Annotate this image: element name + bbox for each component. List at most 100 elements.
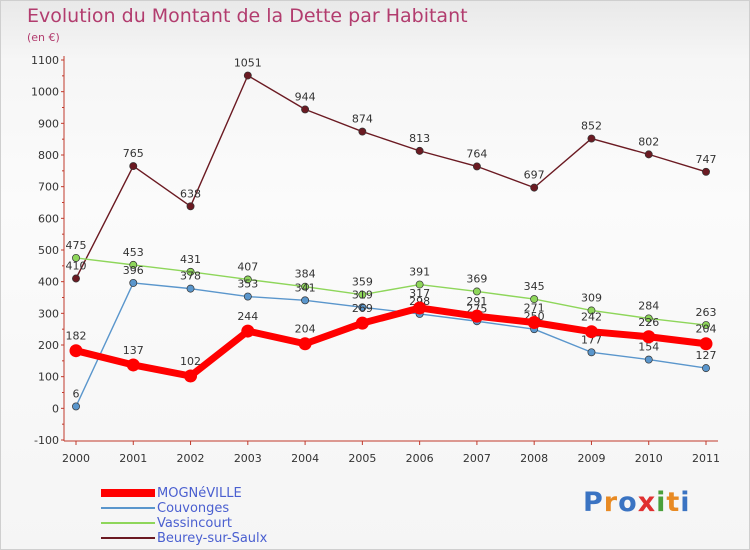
- x-tick-label: 2000: [62, 452, 90, 465]
- data-point: [241, 324, 255, 338]
- data-point: [527, 316, 541, 330]
- data-point: [129, 162, 138, 171]
- data-point: [530, 183, 539, 192]
- data-label: 852: [581, 120, 602, 133]
- data-label: 204: [295, 323, 316, 336]
- x-tick-label: 2001: [119, 452, 147, 465]
- data-label: 410: [66, 260, 87, 273]
- y-tick-label: 700: [38, 181, 59, 194]
- x-tick-label: 2005: [348, 452, 376, 465]
- data-point: [358, 290, 367, 299]
- legend-item-couvonges: Couvonges: [101, 501, 229, 515]
- data-label: 127: [696, 349, 717, 362]
- data-label: 1051: [234, 57, 262, 70]
- data-point: [642, 330, 656, 344]
- data-label: 345: [524, 280, 545, 293]
- data-label: 309: [581, 291, 602, 304]
- legend-label: Vassincourt: [157, 515, 233, 531]
- data-point: [298, 337, 312, 351]
- data-label: 137: [123, 344, 144, 357]
- y-tick-label: 1100: [31, 54, 59, 67]
- data-point: [644, 314, 653, 323]
- data-point: [186, 202, 195, 211]
- data-point: [644, 150, 653, 159]
- data-label: 359: [352, 276, 373, 289]
- legend-label: Beurey-sur-Saulx: [157, 530, 268, 546]
- series-line: [75, 74, 707, 280]
- data-label: 747: [696, 153, 717, 166]
- legend-swatch: [101, 522, 155, 524]
- data-point: [355, 316, 369, 330]
- x-tick-label: 2004: [291, 452, 319, 465]
- data-point: [243, 292, 252, 301]
- x-tick-label: 2008: [520, 452, 548, 465]
- legend-item-mogneville: MOGNéVILLE: [101, 486, 242, 500]
- y-tick-label: 0: [52, 402, 59, 415]
- data-label: 765: [123, 147, 144, 160]
- data-point: [702, 364, 710, 373]
- legend-swatch: [101, 489, 155, 497]
- data-point: [470, 309, 484, 323]
- y-tick-label: 200: [38, 339, 59, 352]
- data-point: [415, 280, 424, 289]
- data-label: 638: [180, 187, 201, 200]
- unit-label: (en €): [27, 31, 60, 44]
- data-point: [358, 127, 367, 136]
- data-label: 204: [696, 323, 717, 336]
- x-tick-label: 2003: [234, 452, 262, 465]
- data-label: 874: [352, 113, 373, 126]
- data-label: 764: [466, 147, 487, 160]
- data-point: [702, 167, 710, 176]
- data-label: 291: [466, 295, 487, 308]
- data-point: [243, 71, 252, 80]
- data-label: 369: [466, 272, 487, 285]
- data-point: [301, 105, 310, 114]
- data-point: [644, 355, 653, 364]
- chart-title: Evolution du Montant de la Dette par Hab…: [27, 5, 468, 27]
- y-tick-label: 800: [38, 149, 59, 162]
- x-tick-label: 2011: [692, 452, 720, 465]
- y-tick-label: 600: [38, 212, 59, 225]
- data-label: 284: [638, 299, 659, 312]
- y-tick-label: 100: [38, 371, 59, 384]
- data-label: 269: [352, 302, 373, 315]
- data-point: [184, 369, 198, 383]
- data-point: [584, 325, 598, 339]
- data-label: 453: [123, 246, 144, 259]
- data-point: [129, 260, 138, 269]
- y-tick-label: 500: [38, 244, 59, 257]
- legend-item-vassincourt: Vassincourt: [101, 516, 232, 530]
- data-point: [186, 267, 195, 276]
- data-point: [587, 306, 596, 315]
- legend-swatch: [101, 507, 155, 509]
- series-mogn-ville: 182 137 102 244 204 269 317 291 271 242 226 204: [66, 287, 717, 383]
- data-point: [415, 146, 424, 155]
- data-label: 263: [696, 306, 717, 319]
- x-tick-label: 2007: [463, 452, 491, 465]
- data-label: 244: [237, 310, 258, 323]
- data-point: [72, 402, 80, 411]
- data-label: 341: [295, 281, 316, 294]
- data-point: [587, 134, 596, 143]
- data-label: 697: [524, 169, 545, 182]
- legend-label: Couvonges: [157, 500, 230, 516]
- data-point: [699, 337, 713, 351]
- data-point: [702, 321, 710, 329]
- x-tick-label: 2009: [577, 452, 605, 465]
- y-tick-label: 400: [38, 276, 59, 289]
- series-line: [75, 282, 707, 408]
- data-point: [358, 303, 367, 312]
- data-label: 226: [638, 316, 659, 329]
- data-label: 102: [180, 355, 201, 368]
- x-tick-label: 2006: [406, 452, 434, 465]
- series-vassincourt: 475 453 431 407 384 359 391 369 345 309 284 263: [66, 239, 717, 329]
- data-point: [126, 358, 140, 372]
- data-point: [472, 162, 481, 171]
- proxiti-logo: Proxiti: [583, 487, 691, 518]
- legend-item-beurey-sur-saulx: Beurey-sur-Saulx: [101, 531, 267, 545]
- data-label: 317: [409, 287, 430, 300]
- data-point: [301, 296, 310, 305]
- data-point: [413, 301, 427, 315]
